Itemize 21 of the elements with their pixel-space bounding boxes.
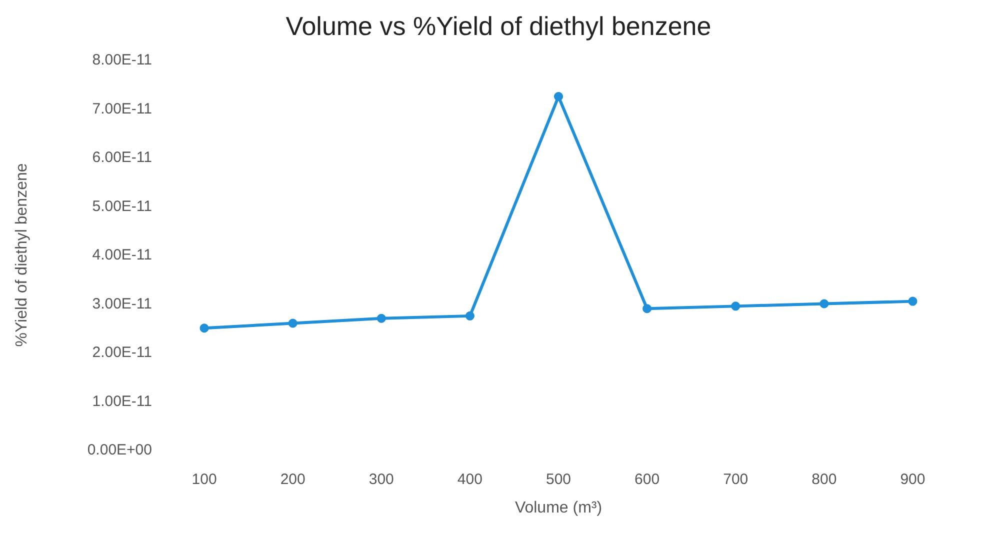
y-tick-label: 4.00E-11 [92,246,152,264]
y-tick-label: 7.00E-11 [92,100,152,118]
x-axis-title: Volume (m³) [514,500,602,516]
x-tick-label: 800 [812,471,837,488]
y-tick-label: 8.00E-11 [92,52,152,68]
x-tick-label: 500 [546,471,572,488]
x-tick-label: 400 [457,471,482,488]
x-tick-label: 300 [368,471,394,488]
x-tick-label: 700 [723,471,748,488]
y-tick-label: 1.00E-11 [92,392,152,410]
y-tick-label: 0.00E+00 [87,442,152,458]
x-tick-label: 100 [192,471,217,488]
x-tick-label: 200 [280,471,306,488]
chart-title: Volume vs %Yield of diethyl benzene [286,11,712,41]
y-tick-label: 2.00E-11 [92,344,152,361]
y-tick-label: 5.00E-11 [92,198,152,215]
x-tick-label: 900 [900,471,926,488]
y-tick-label: 6.00E-11 [92,149,152,166]
x-tick-label: 600 [634,471,660,488]
y-tick-label: 3.00E-11 [92,295,152,312]
y-axis-title: %Yield of diethyl benzene [14,163,30,347]
